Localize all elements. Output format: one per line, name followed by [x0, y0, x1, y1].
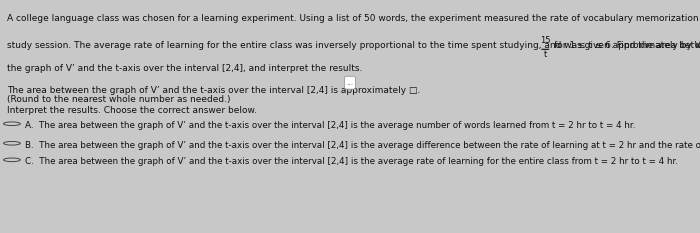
Text: for 1 ≤ t ≤ 6. Find the area between: for 1 ≤ t ≤ 6. Find the area between	[554, 41, 700, 50]
Text: the graph of V’ and the t-axis over the interval [2,4], and interpret the result: the graph of V’ and the t-axis over the …	[7, 65, 363, 73]
Text: A.  The area between the graph of V’ and the t-axis over the interval [2,4] is t: A. The area between the graph of V’ and …	[25, 121, 635, 130]
Text: 15: 15	[540, 36, 551, 45]
Text: A college language class was chosen for a learning experiment. Using a list of 5: A college language class was chosen for …	[7, 14, 700, 23]
Text: (Round to the nearest whole number as needed.): (Round to the nearest whole number as ne…	[7, 96, 230, 104]
Text: Interpret the results. Choose the correct answer below.: Interpret the results. Choose the correc…	[7, 106, 257, 115]
Text: C.  The area between the graph of V’ and the t-axis over the interval [2,4] is t: C. The area between the graph of V’ and …	[25, 157, 678, 166]
Text: ...: ...	[346, 78, 354, 87]
Text: B.  The area between the graph of V’ and the t-axis over the interval [2,4] is t: B. The area between the graph of V’ and …	[25, 140, 700, 150]
Text: The area between the graph of V’ and the t-axis over the interval [2,4] is appro: The area between the graph of V’ and the…	[7, 86, 421, 96]
Text: t: t	[544, 50, 547, 59]
Text: study session. The average rate of learning for the entire class was inversely p: study session. The average rate of learn…	[7, 41, 700, 50]
